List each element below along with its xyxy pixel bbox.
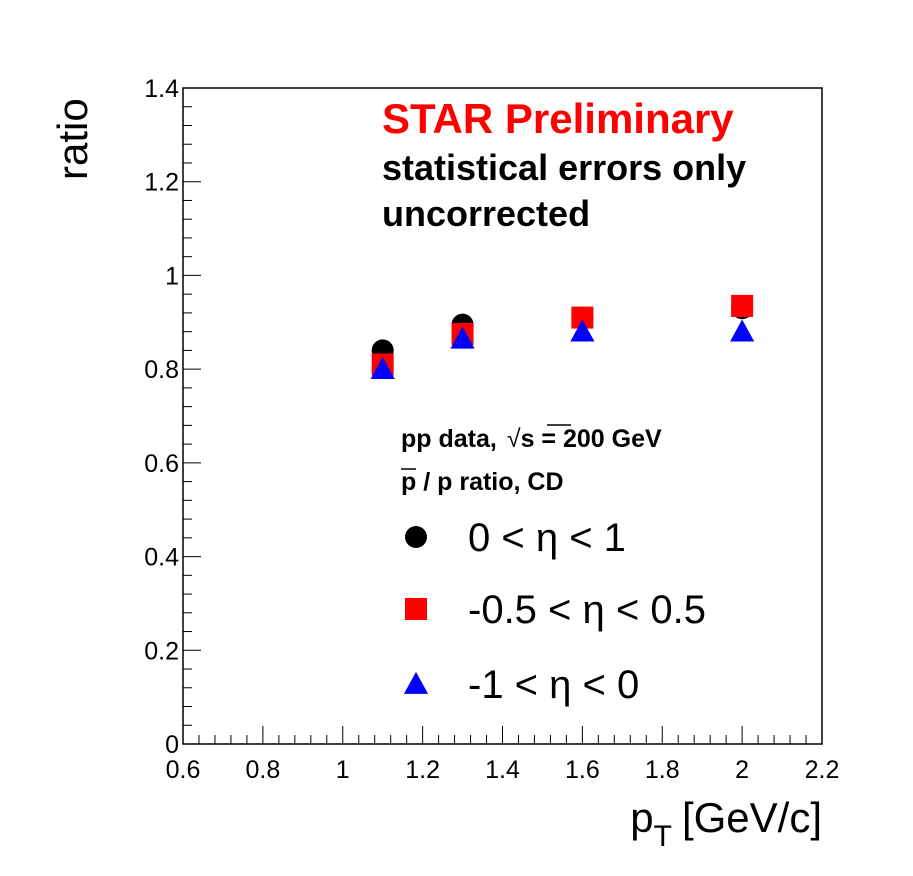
- sqrt-symbol: √: [507, 425, 521, 453]
- y-axis-ticks: 0 0.2 0.4 0.6 0.8 1 1.2 1.4: [144, 75, 201, 759]
- y-tick-label: 0: [165, 731, 179, 759]
- sqrt-argument: s: [521, 425, 535, 453]
- x-tick-label: 1.8: [645, 756, 680, 784]
- legend-marker-circle: [405, 526, 427, 548]
- data-point-triangle: [570, 319, 595, 342]
- ratio-description-rest: / p ratio, CD: [416, 468, 563, 496]
- y-tick-label: 1.4: [144, 75, 179, 103]
- uncorrected-note: uncorrected: [382, 193, 590, 234]
- data-point-triangle: [370, 357, 395, 380]
- y-tick-label: 1.2: [144, 169, 179, 197]
- legend-label: -1 < η < 0: [468, 663, 639, 707]
- x-axis-title-main: p: [630, 794, 653, 841]
- ratio-description: p / p ratio, CD: [401, 468, 564, 496]
- data-point-triangle: [730, 319, 755, 342]
- statistical-errors-note: statistical errors only: [382, 147, 746, 188]
- x-tick-label: 1.2: [405, 756, 440, 784]
- x-tick-label: 1.4: [485, 756, 520, 784]
- y-axis-title: ratio: [49, 98, 96, 180]
- legend-label: -0.5 < η < 0.5: [468, 588, 706, 632]
- dataset-energy: = 200 GeV: [534, 425, 661, 453]
- legend: 0 < η < 1 -0.5 < η < 0.5 -1 < η < 0: [403, 516, 706, 707]
- x-axis-title-unit: [GeV/c]: [682, 794, 822, 841]
- x-tick-label: 2.2: [805, 756, 840, 784]
- dataset-info: pp data, √s = 200 GeV: [401, 425, 662, 453]
- pbar-symbol: p: [401, 468, 416, 496]
- data-markers: [370, 294, 755, 380]
- legend-label: 0 < η < 1: [468, 516, 626, 560]
- data-point-triangle: [450, 326, 475, 349]
- x-tick-label: 1.6: [565, 756, 600, 784]
- y-tick-label: 0.8: [144, 356, 179, 384]
- x-axis-title-subscript: T: [654, 820, 672, 853]
- x-tick-label: 2: [735, 756, 749, 784]
- y-tick-label: 1: [165, 262, 179, 290]
- y-tick-label: 0.2: [144, 637, 179, 665]
- x-axis-title: pT [GeV/c]: [630, 794, 822, 853]
- x-tick-label: 1: [336, 756, 350, 784]
- x-tick-label: 0.6: [166, 756, 201, 784]
- star-preliminary-label: STAR Preliminary: [382, 95, 734, 142]
- y-tick-label: 0.6: [144, 450, 179, 478]
- legend-marker-triangle: [403, 671, 429, 694]
- legend-marker-square: [405, 598, 427, 620]
- x-tick-label: 0.8: [245, 756, 280, 784]
- dataset-prefix: pp data,: [401, 425, 497, 453]
- x-axis-ticks: 0.6 0.8 1 1.2 1.4 1.6 1.8 2 2.2: [166, 726, 840, 784]
- y-tick-label: 0.4: [144, 544, 179, 572]
- data-point-square: [731, 294, 754, 317]
- data-point-square: [571, 306, 594, 329]
